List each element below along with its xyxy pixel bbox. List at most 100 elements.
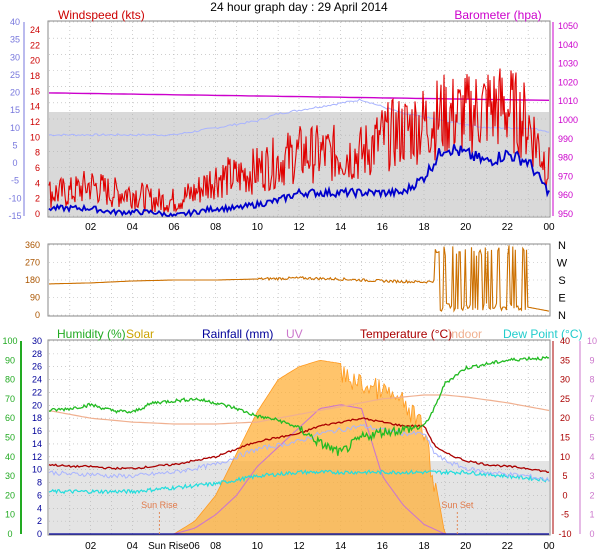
rain-axis-y-tick-label: 12: [32, 452, 42, 462]
legend-uv: UV: [286, 327, 303, 341]
legend-humidity: Humidity (%): [57, 327, 126, 341]
temp-axis-y-tick-label: 5: [562, 471, 567, 481]
temp-x-tick-label: 04: [127, 541, 139, 552]
temp-x-tick-label: 12: [293, 541, 305, 552]
wind-outer-y-tick-label: -15: [8, 211, 21, 221]
dir-right-tick-label: N: [558, 240, 566, 252]
wind-right-y-tick-label: 1000: [558, 115, 578, 125]
dir-left-y-tick-label: 270: [25, 258, 40, 268]
sun-set-label: Sun Set: [441, 500, 474, 510]
wind-right-y-tick-label: 1050: [558, 21, 578, 31]
temp-legend: Humidity (%) Solar Rainfall (mm) UV Temp…: [57, 327, 582, 341]
rain-axis-y-tick-label: 0: [37, 529, 42, 539]
humidity-line: [48, 355, 550, 456]
wind-x-tick-label: 16: [377, 222, 389, 233]
wind-left-y-tick-label: 16: [30, 86, 40, 96]
temp-x-tick-label: 18: [418, 541, 430, 552]
rain-axis-y-tick-label: 22: [32, 387, 42, 397]
wind-average-line: [48, 144, 550, 218]
wind-x-tick-label: 14: [335, 222, 347, 233]
dew-point-line: [48, 468, 550, 495]
wind-x-tick-label: 00: [543, 222, 555, 233]
uv-axis-y-tick-label: 3: [589, 471, 594, 481]
indoor-temperature-line: [48, 394, 550, 425]
wind-outer-y-tick-label: 25: [10, 70, 20, 80]
barometer-axis-label: Barometer (hpa): [454, 8, 541, 22]
wind-x-tick-label: 04: [127, 222, 139, 233]
humidity-axis-y-tick-label: 80: [5, 375, 15, 385]
wind-right-y-tick-label: 960: [558, 190, 573, 200]
temperature-ghost-line: [48, 423, 550, 482]
uv-axis-y-tick-label: 6: [589, 413, 594, 423]
wind-x-tick-label: 20: [460, 222, 472, 233]
wind-outer-y-tick-label: 40: [10, 17, 20, 27]
wind-right-y-tick-label: 1020: [558, 77, 578, 87]
temp-axis-y-tick-label: 20: [560, 413, 570, 423]
data-series: [48, 68, 550, 535]
rain-axis-y-tick-label: 14: [32, 439, 42, 449]
wind-outer-y-tick-label: 30: [10, 52, 20, 62]
legend-dewpoint: Dew Point (°C): [503, 327, 582, 341]
humidity-axis-y-tick-label: 100: [2, 336, 17, 346]
temp-axis-y-tick-label: -10: [558, 529, 571, 539]
wind-left-y-tick-label: 10: [30, 132, 40, 142]
wind-right-y-tick-label: 990: [558, 134, 573, 144]
wind-right-y-tick-label: 980: [558, 153, 573, 163]
rain-axis-y-tick-label: 30: [32, 336, 42, 346]
wind-left-y-tick-label: 4: [35, 178, 40, 188]
humidity-axis-y-tick-label: 60: [5, 413, 15, 423]
temp-axis-y-tick-label: -5: [561, 510, 569, 520]
wind-outer-y-tick-label: -5: [11, 176, 19, 186]
wind-x-tick-label: 02: [85, 222, 97, 233]
wind-right-y-tick-label: 1010: [558, 96, 578, 106]
temp-x-tick-label: 00: [543, 541, 555, 552]
dir-left-y-tick-label: 180: [25, 275, 40, 285]
wind-x-tick-label: 22: [502, 222, 514, 233]
wind-left-y-tick-label: 0: [35, 209, 40, 219]
wind-left-y-tick-label: 12: [30, 117, 40, 127]
legend-indoor: Indoor: [448, 327, 482, 341]
wind-left-y-tick-label: 8: [35, 148, 40, 158]
humidity-axis-y-tick-label: 40: [5, 452, 15, 462]
wind-outer-y-tick-label: 5: [12, 140, 17, 150]
legend-rainfall: Rainfall (mm): [202, 327, 273, 341]
rain-axis-y-tick-label: 10: [32, 465, 42, 475]
humidity-axis-y-tick-label: 70: [5, 394, 15, 404]
rain-axis-y-tick-label: 18: [32, 413, 42, 423]
wind-right-y-tick-label: 1030: [558, 59, 578, 69]
humidity-axis-y-tick-label: 20: [5, 490, 15, 500]
wind-x-tick-label: 06: [168, 222, 180, 233]
temp-axis-y-tick-label: 40: [560, 336, 570, 346]
uv-axis-y-tick-label: 10: [587, 336, 597, 346]
wind-outer-y-tick-label: 20: [10, 88, 20, 98]
wind-outer-y-tick-label: 10: [10, 123, 20, 133]
uv-axis-y-tick-label: 5: [589, 433, 594, 443]
wind-x-tick-label: 08: [210, 222, 222, 233]
dir-right-tick-label: E: [558, 293, 565, 305]
rain-axis-y-tick-label: 16: [32, 426, 42, 436]
wind-outer-y-tick-label: 0: [12, 158, 17, 168]
dir-left-y-tick-label: 0: [35, 310, 40, 320]
temperature-line: [48, 417, 550, 473]
temp-x-tick-label: 02: [85, 541, 97, 552]
humidity-axis-y-tick-label: 10: [5, 510, 15, 520]
uv-axis-y-tick-label: 8: [589, 375, 594, 385]
rain-axis-y-tick-label: 20: [32, 400, 42, 410]
wind-axis-label: Windspeed (kts): [58, 8, 145, 22]
temp-axis-y-tick-label: 15: [560, 433, 570, 443]
wind-left-y-tick-label: 24: [30, 25, 40, 35]
humidity-axis-y-tick-label: 30: [5, 471, 15, 481]
uv-axis-y-tick-label: 4: [589, 452, 594, 462]
windspeed-line: [48, 68, 550, 214]
uv-axis-y-tick-label: 2: [589, 490, 594, 500]
wind-right-y-tick-label: 1040: [558, 40, 578, 50]
wind-outer-y-tick-label: 15: [10, 105, 20, 115]
dir-left-y-tick-label: 360: [25, 240, 40, 250]
humidity-axis-y-tick-label: 0: [7, 529, 12, 539]
annotations: Sun Rise Sun Set: [141, 500, 474, 534]
chart-title: 24 hour graph day : 29 April 2014: [210, 0, 388, 14]
rain-axis-y-tick-label: 8: [37, 478, 42, 488]
dir-left-y-tick-label: 90: [30, 293, 40, 303]
temp-axis-y-tick-label: 10: [560, 452, 570, 462]
